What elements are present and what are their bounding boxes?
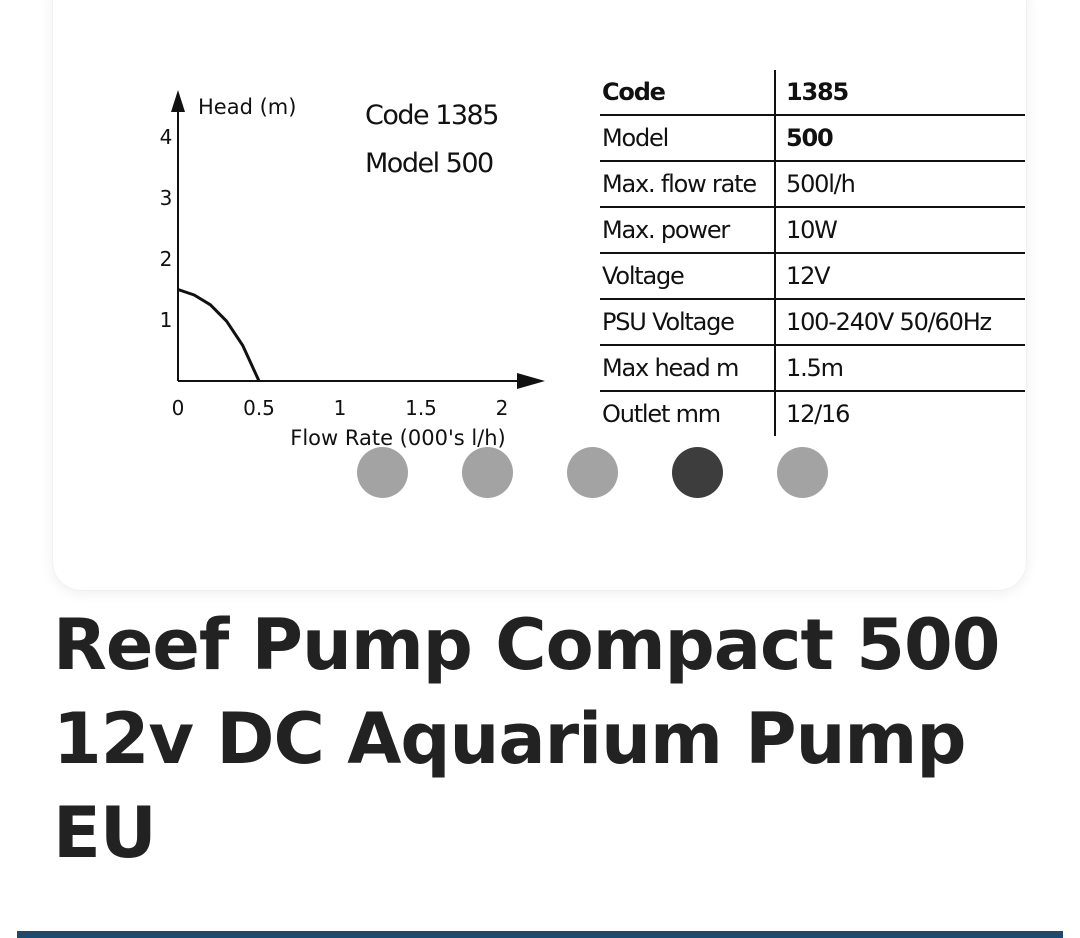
carousel-dot[interactable] <box>567 447 618 498</box>
carousel-dot[interactable] <box>462 447 513 498</box>
spec-row: Voltage 12V <box>600 252 1025 299</box>
spec-row: Outlet mm 12/16 <box>600 390 1025 436</box>
y-axis-label: Head (m) <box>198 95 296 119</box>
chart-code-label: Code 1385 <box>365 100 498 131</box>
series-line <box>177 288 261 382</box>
x-tick-label: 1 <box>334 396 347 420</box>
divider <box>17 931 1063 938</box>
spec-key: Max head m <box>600 344 775 391</box>
carousel-dot[interactable] <box>777 447 828 498</box>
carousel-dots <box>357 447 828 498</box>
x-tick-label: 0.5 <box>243 396 275 420</box>
y-tick-label: 1 <box>160 308 173 332</box>
product-title: Reef Pump Compact 500 12v DC Aquarium Pu… <box>53 604 1000 874</box>
product-image: 0 0.5 1 1.5 2 1 2 3 4 Head (m) Flow Rate (000's l/… <box>153 60 1043 460</box>
spec-row: Code 1385 <box>600 70 1025 115</box>
spec-value: 500 <box>774 114 1025 161</box>
y-tick-label: 2 <box>160 247 173 271</box>
spec-value: 1385 <box>774 70 1025 115</box>
chart-model-label: Model 500 <box>365 148 493 179</box>
spec-value: 100-240V 50/60Hz <box>774 298 1025 345</box>
spec-key: Outlet mm <box>600 390 775 436</box>
spec-table: Code 1385 Model 500 Max. flow rate 500l/h Max.… <box>600 70 1025 436</box>
spec-value: 12V <box>774 252 1025 299</box>
spec-key: Voltage <box>600 252 775 299</box>
performance-chart: 0 0.5 1 1.5 2 1 2 3 4 Head (m) Flow Rate (000's l/… <box>160 90 545 450</box>
spec-row: Max head m 1.5m <box>600 344 1025 391</box>
spec-row: Max. power 10W <box>600 206 1025 253</box>
x-tick-label: 2 <box>496 396 509 420</box>
spec-value: 500l/h <box>774 160 1025 207</box>
spec-key: Model <box>600 114 775 161</box>
y-axis-arrow <box>171 90 185 112</box>
spec-value: 1.5m <box>774 344 1025 391</box>
x-axis-arrow <box>517 373 545 389</box>
product-gallery-card[interactable]: 0 0.5 1 1.5 2 1 2 3 4 Head (m) Flow Rate (000's l/… <box>53 0 1026 590</box>
carousel-dot[interactable] <box>357 447 408 498</box>
spec-value: 10W <box>774 206 1025 253</box>
spec-key: Code <box>602 78 666 106</box>
spec-key: Max. flow rate <box>600 160 775 207</box>
spec-key: PSU Voltage <box>600 298 775 345</box>
spec-value: 12/16 <box>774 390 1025 436</box>
spec-row: Model 500 <box>600 114 1025 161</box>
spec-key: Max. power <box>600 206 775 253</box>
y-tick-label: 3 <box>160 186 173 210</box>
spec-row: Max. flow rate 500l/h <box>600 160 1025 207</box>
spec-row: PSU Voltage 100-240V 50/60Hz <box>600 298 1025 345</box>
carousel-dot[interactable] <box>672 447 723 498</box>
x-tick-label: 0 <box>172 396 185 420</box>
y-tick-label: 4 <box>160 125 173 149</box>
x-tick-label: 1.5 <box>405 396 437 420</box>
x-axis-label: Flow Rate (000's l/h) <box>290 426 506 450</box>
